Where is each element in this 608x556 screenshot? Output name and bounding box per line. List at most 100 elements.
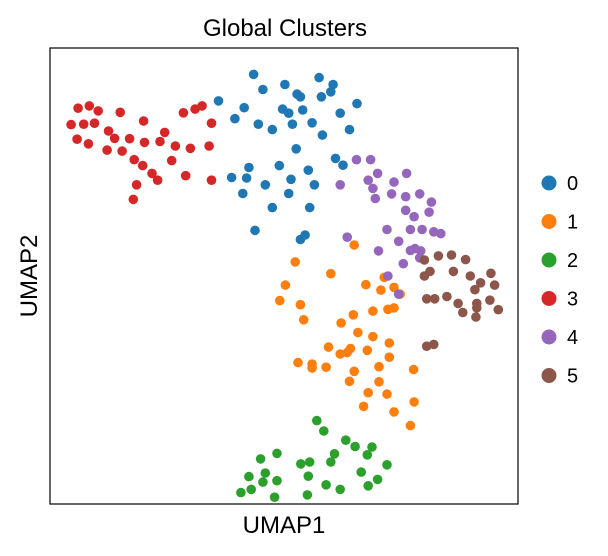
cluster-3-point [72, 134, 82, 144]
cluster-2-point [363, 481, 374, 491]
cluster-3-point [166, 155, 177, 166]
cluster-3-point [128, 194, 139, 205]
cluster-1-point [374, 361, 384, 372]
cluster-1-point [376, 285, 386, 295]
legend-marker [541, 291, 557, 306]
cluster-3-point [152, 175, 163, 185]
cluster-3-point [115, 107, 125, 118]
cluster-0-point [303, 165, 314, 175]
cluster-3-point [93, 106, 103, 116]
cluster-4-point [368, 183, 378, 194]
cluster-0-point [241, 173, 252, 183]
cluster-3-point [170, 141, 181, 151]
cluster-2-point [367, 442, 377, 452]
cluster-2-point [319, 426, 329, 436]
cluster-0-point [304, 202, 315, 213]
legend-item-cluster-2: 2 [541, 250, 578, 272]
cluster-0-point [260, 180, 271, 190]
cluster-0-point [244, 162, 254, 173]
legend-label: 5 [567, 366, 578, 388]
cluster-0-point [230, 113, 240, 124]
cluster-5-point [448, 266, 459, 277]
cluster-0-point [280, 79, 290, 90]
cluster-2-point [244, 471, 254, 482]
legend-label: 3 [567, 289, 578, 311]
cluster-5-point [471, 312, 481, 322]
cluster-0-point [330, 153, 341, 164]
cluster-4-point [363, 175, 374, 185]
cluster-4-point [398, 258, 409, 269]
cluster-0-point [286, 174, 296, 185]
cluster-0-point [352, 98, 362, 109]
cluster-3-point [102, 145, 112, 155]
cluster-0-point [274, 160, 285, 171]
cluster-4-point [351, 154, 362, 165]
legend-marker [541, 252, 557, 268]
cluster-2-point [236, 487, 246, 498]
cluster-4-point [400, 205, 411, 216]
legend-label: 4 [567, 327, 578, 349]
cluster-1-point [298, 315, 309, 325]
cluster-4-point [414, 189, 425, 199]
cluster-3-point [129, 154, 139, 165]
cluster-3-point [206, 175, 217, 185]
cluster-3-point [73, 103, 83, 113]
cluster-3-point [204, 141, 214, 151]
cluster-3-point [206, 118, 217, 128]
cluster-1-point [307, 363, 317, 373]
cluster-5-point [421, 341, 432, 352]
y-axis-label: UMAP2 [16, 235, 43, 318]
cluster-3-point [159, 127, 170, 138]
cluster-5-point [475, 278, 486, 288]
cluster-0-point [213, 96, 224, 106]
cluster-1-point [409, 397, 419, 407]
cluster-5-point [442, 291, 452, 302]
cluster-3-point [137, 160, 148, 171]
cluster-2-point [304, 457, 315, 467]
cluster-0-point [307, 118, 317, 128]
cluster-5-point [489, 280, 500, 290]
cluster-3-point [84, 101, 95, 111]
cluster-1-point [336, 318, 346, 328]
cluster-5-point [465, 271, 476, 281]
cluster-2-point [272, 475, 282, 486]
cluster-0-point [283, 108, 294, 118]
cluster-3-point [197, 101, 207, 111]
cluster-0-point [283, 188, 294, 199]
cluster-3-point [185, 143, 196, 154]
cluster-0-point [317, 130, 328, 140]
cluster-0-point [239, 102, 249, 113]
cluster-3-point [139, 137, 150, 148]
cluster-5-point [421, 294, 432, 304]
cluster-2-point [335, 484, 346, 495]
cluster-1-point [290, 257, 301, 267]
cluster-2-point [321, 480, 331, 490]
cluster-5-point [419, 271, 430, 281]
cluster-2-point [258, 477, 268, 487]
cluster-1-point [275, 295, 285, 306]
cluster-4-point [335, 180, 346, 190]
cluster-1-point [368, 331, 378, 342]
cluster-4-point [417, 224, 427, 235]
cluster-0-point [300, 230, 310, 240]
cluster-0-point [267, 202, 278, 213]
cluster-1-point [295, 299, 306, 310]
cluster-3-point [178, 108, 189, 118]
cluster-4-point [436, 228, 446, 239]
cluster-4-point [400, 191, 411, 202]
cluster-3-point [180, 170, 191, 181]
cluster-2-point [372, 474, 383, 485]
cluster-1-point [348, 310, 359, 320]
legend-marker [541, 214, 557, 229]
cluster-0-point [316, 92, 327, 102]
cluster-1-point [344, 376, 355, 387]
legend-item-cluster-0: 0 [541, 173, 578, 195]
cluster-0-point [295, 92, 306, 102]
legend-item-cluster-5: 5 [541, 366, 578, 388]
legend-label: 2 [567, 250, 578, 272]
cluster-1-point [349, 366, 360, 377]
cluster-0-point [314, 72, 324, 83]
cluster-0-point [226, 172, 237, 183]
cluster-5-point [446, 250, 457, 260]
